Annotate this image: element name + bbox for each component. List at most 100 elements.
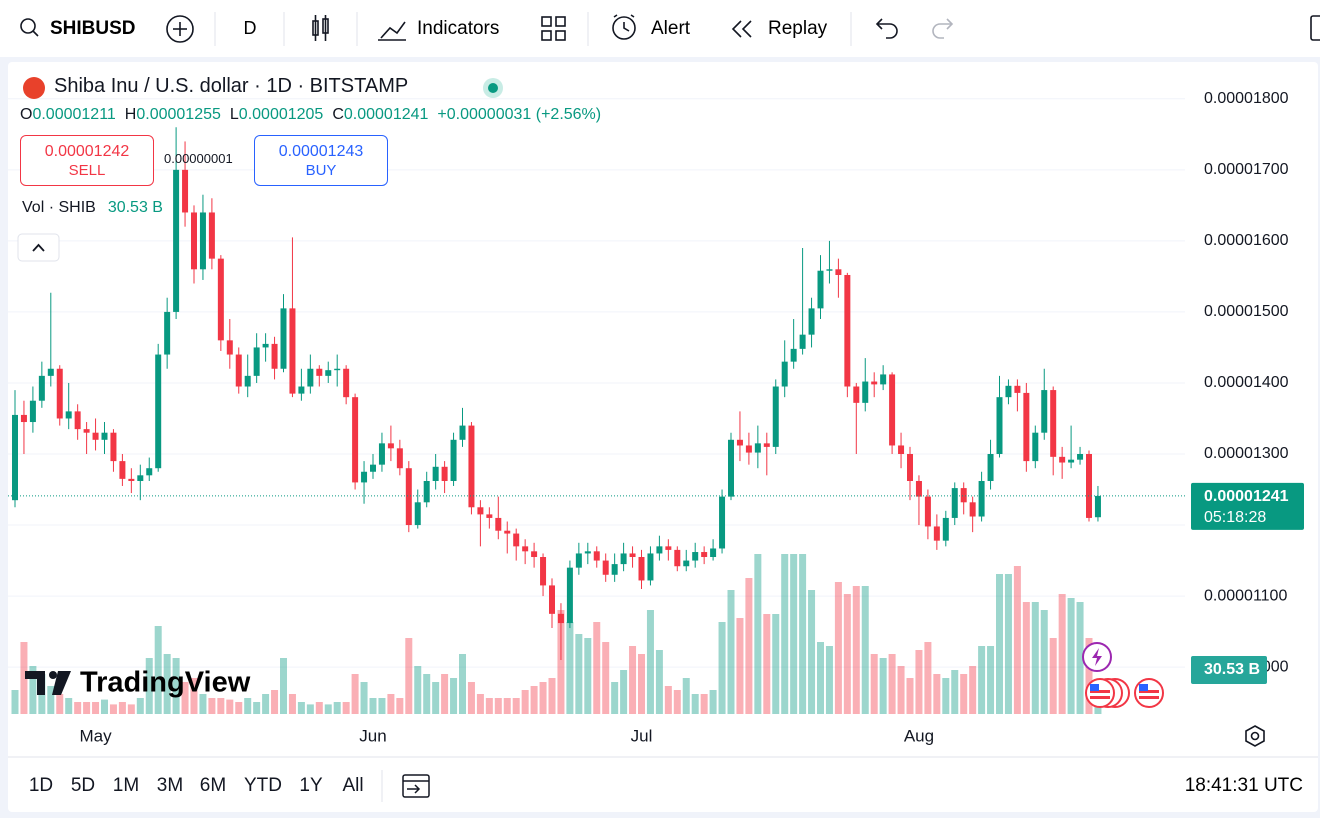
range-button[interactable]: 1D xyxy=(29,775,53,796)
collapse-button[interactable] xyxy=(17,233,60,262)
candle-body xyxy=(880,374,887,385)
y-tick-label: 0.00001800 xyxy=(1204,90,1289,107)
candle-body xyxy=(602,560,609,575)
volume-bar xyxy=(494,698,502,714)
volume-bar xyxy=(673,690,681,714)
date-range-icon[interactable] xyxy=(402,774,430,798)
candle-body xyxy=(378,443,385,465)
volume-bar xyxy=(262,694,270,714)
price-badge xyxy=(1191,482,1304,530)
y-tick-label: 0.00001300 xyxy=(1204,445,1289,462)
volume-bar xyxy=(790,554,798,714)
range-button[interactable]: 3M xyxy=(157,775,183,796)
volume-bar xyxy=(154,626,162,714)
candle-body xyxy=(414,502,421,526)
candle-body xyxy=(271,343,278,369)
volume-bar xyxy=(1022,602,1030,714)
volume-bar xyxy=(978,646,986,714)
buy-button[interactable]: 0.00001243 BUY xyxy=(254,135,388,186)
candle-body xyxy=(924,496,931,527)
candle-body xyxy=(173,169,180,312)
volume-bar xyxy=(190,678,198,714)
y-tick-label: 0.00001400 xyxy=(1204,374,1289,391)
candle-body xyxy=(647,553,654,581)
close-value: 0.00001241 xyxy=(343,106,429,123)
event-icons xyxy=(1082,642,1164,708)
candle-body xyxy=(262,343,269,348)
settings-icon[interactable] xyxy=(1245,725,1265,747)
volume-bar xyxy=(897,666,905,714)
volume-bar xyxy=(387,694,395,714)
y-tick-label: 0.00001600 xyxy=(1204,232,1289,249)
volume-bar xyxy=(620,670,628,714)
candle-body xyxy=(38,375,45,401)
volume-bar xyxy=(763,614,771,714)
volume-bar xyxy=(369,698,377,714)
alert-button[interactable]: Alert xyxy=(651,18,691,39)
range-button[interactable]: 1M xyxy=(113,775,139,796)
candle-body xyxy=(441,466,448,481)
candle-body xyxy=(1086,454,1092,518)
candle-body xyxy=(736,439,743,446)
volume-bar xyxy=(181,682,189,714)
volume-bar xyxy=(557,610,565,714)
candle-body xyxy=(56,368,63,419)
volume-bar xyxy=(118,702,126,714)
volume-bar xyxy=(629,646,637,714)
volume-bar xyxy=(11,690,19,714)
logo-text[interactable]: TradingView xyxy=(80,667,251,699)
volume-bar xyxy=(136,698,144,714)
volume-bar xyxy=(342,702,350,714)
volume-bar xyxy=(360,682,368,714)
volume-bar xyxy=(324,704,332,714)
volume-bar xyxy=(933,674,941,714)
range-button[interactable]: 6M xyxy=(200,775,226,796)
volume-bar xyxy=(306,704,314,714)
high-key: H xyxy=(124,106,137,123)
candle-body xyxy=(486,514,493,518)
volume-bar xyxy=(584,638,592,714)
chart-panel xyxy=(8,62,1318,812)
candle-body xyxy=(898,445,905,454)
candle-body xyxy=(701,552,708,558)
range-button[interactable]: All xyxy=(342,775,363,796)
candle-body xyxy=(915,480,922,497)
candle-body xyxy=(235,354,242,387)
volume-bar xyxy=(736,618,744,714)
candle-body xyxy=(504,530,511,534)
y-tick-label: 0.00001700 xyxy=(1204,161,1289,178)
replay-button[interactable]: Replay xyxy=(768,18,828,39)
volume-bar xyxy=(646,610,654,714)
candle-body xyxy=(960,488,967,503)
sell-label: SELL xyxy=(68,161,106,179)
volume-bar xyxy=(575,634,583,714)
volume-bar xyxy=(414,666,422,714)
candle-body xyxy=(1032,432,1039,462)
candle-body xyxy=(405,468,412,526)
candle-body xyxy=(450,439,457,481)
candle-body xyxy=(119,461,126,479)
candle-body xyxy=(772,386,779,447)
volume-bar xyxy=(969,666,977,714)
candle-body xyxy=(1005,385,1012,398)
candle-body xyxy=(208,212,215,259)
range-button[interactable]: 5D xyxy=(71,775,95,796)
candle-body xyxy=(83,429,90,433)
volume-bar xyxy=(1013,566,1021,714)
candle-body xyxy=(683,560,690,567)
symbol[interactable]: SHIBUSD xyxy=(50,18,136,39)
candle-body xyxy=(790,348,797,362)
range-button[interactable]: 1Y xyxy=(299,775,323,796)
x-tick-label: Jul xyxy=(631,726,653,745)
candle-body xyxy=(638,557,645,581)
interval[interactable]: D xyxy=(244,18,257,38)
sell-button[interactable]: 0.00001242 SELL xyxy=(20,135,154,186)
candle-body xyxy=(978,480,985,517)
volume-bar xyxy=(870,654,878,714)
x-tick-label: Jun xyxy=(359,726,386,745)
indicators-button[interactable]: Indicators xyxy=(417,18,499,39)
volume-bar xyxy=(450,678,458,714)
range-button[interactable]: YTD xyxy=(244,775,282,796)
candle-body xyxy=(47,368,54,376)
logo-icon xyxy=(25,671,71,695)
